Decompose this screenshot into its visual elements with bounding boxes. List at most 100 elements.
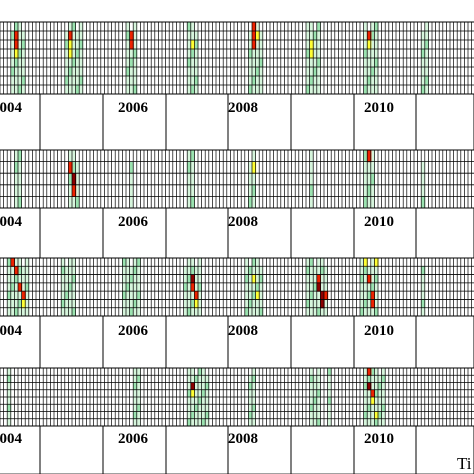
heat-cell — [363, 375, 368, 383]
heat-cell — [248, 184, 253, 197]
heat-cell — [72, 49, 76, 59]
heat-cell — [194, 375, 199, 383]
heat-cell — [252, 404, 256, 412]
heat-cell — [129, 184, 134, 197]
heat-cell-hot — [18, 282, 23, 292]
heat-cell — [64, 76, 69, 86]
heat-cell — [75, 173, 80, 186]
heat-cell — [72, 307, 76, 317]
heat-cell — [201, 418, 206, 427]
heat-cell — [21, 307, 26, 317]
heat-cell-hot — [190, 282, 195, 292]
heat-cell — [374, 282, 379, 292]
heat-cell — [21, 49, 26, 59]
heat-cell-hot — [72, 173, 77, 186]
heat-cell — [198, 418, 202, 427]
heat-cell — [360, 282, 364, 292]
heat-cell — [378, 375, 382, 383]
heat-cell — [313, 404, 318, 412]
heat-cell — [259, 76, 264, 86]
heat-cell — [248, 291, 253, 300]
heat-cell — [201, 375, 206, 383]
heat-cell — [421, 49, 426, 59]
heat-cell — [381, 404, 386, 412]
heat-cell-hot — [68, 161, 73, 174]
heat-cell — [367, 291, 372, 300]
heat-cell — [187, 161, 192, 174]
heat-cell — [201, 368, 206, 376]
heat-cell — [252, 375, 256, 383]
heat-cell — [21, 40, 26, 50]
heat-cell — [367, 299, 372, 309]
heat-cell — [187, 411, 192, 420]
heat-cell — [136, 404, 141, 412]
heat-cell — [374, 397, 379, 405]
heat-cell — [259, 49, 264, 59]
heat-cell — [374, 418, 379, 427]
heat-cell — [248, 161, 253, 174]
heat-cell — [248, 266, 253, 275]
heat-cell — [370, 307, 375, 317]
heat-cell — [10, 31, 15, 41]
heat-cell — [72, 282, 76, 292]
heat-cell — [25, 291, 30, 300]
year-label: 2006 — [118, 100, 149, 116]
heat-cell — [133, 58, 138, 68]
heat-cell — [190, 196, 195, 209]
heat-cell — [374, 299, 379, 309]
year-label: 2008 — [228, 323, 258, 339]
heat-cell — [14, 184, 19, 197]
heat-cell — [367, 67, 372, 77]
heat-cell — [10, 67, 15, 77]
heat-cell — [64, 49, 69, 59]
heat-cell — [363, 397, 368, 405]
heat-cell-hot — [14, 40, 19, 50]
heat-cell — [313, 418, 318, 427]
heat-cell — [248, 404, 253, 412]
heat-cell — [72, 40, 76, 50]
heat-cell — [252, 150, 256, 162]
heat-cell — [309, 196, 314, 209]
heat-cell — [309, 266, 314, 275]
heat-cell — [79, 67, 84, 77]
heat-cell — [129, 274, 134, 284]
year-label: 2004 — [0, 214, 23, 230]
heat-cell — [313, 411, 318, 420]
heat-cell — [21, 31, 26, 41]
heat-cell — [309, 307, 314, 317]
heat-cell-hot — [320, 291, 325, 301]
heat-cell — [126, 67, 130, 77]
heat-cell — [244, 282, 249, 292]
heat-cell — [133, 67, 138, 77]
panel-2 — [0, 149, 474, 209]
heat-cell — [313, 67, 318, 77]
heat-cell — [133, 85, 138, 95]
heat-cell-hot — [320, 299, 325, 309]
heat-cell — [21, 76, 26, 86]
heat-cell — [374, 67, 379, 77]
heat-cell — [309, 397, 314, 405]
heat-cell — [126, 291, 130, 300]
heat-cell — [370, 258, 375, 267]
heat-cell — [136, 411, 141, 420]
heat-cell — [316, 258, 321, 267]
heat-cell — [316, 291, 321, 300]
heat-cell — [306, 282, 310, 292]
heat-cell-hot — [363, 258, 368, 267]
heat-cell — [68, 150, 73, 162]
heat-cell — [133, 282, 138, 292]
heat-cell — [252, 76, 256, 86]
heat-cell — [370, 411, 375, 420]
heat-cell — [424, 31, 429, 41]
heat-cell — [327, 404, 332, 412]
heat-cell — [7, 282, 12, 292]
heat-cell — [306, 258, 310, 267]
heat-cell — [68, 274, 73, 284]
heat-cell — [424, 85, 429, 95]
heat-cell — [194, 389, 199, 398]
heat-cell — [259, 67, 264, 77]
heat-cell — [61, 307, 66, 317]
heat-cell — [367, 282, 372, 292]
heat-cell-hot — [14, 31, 19, 41]
